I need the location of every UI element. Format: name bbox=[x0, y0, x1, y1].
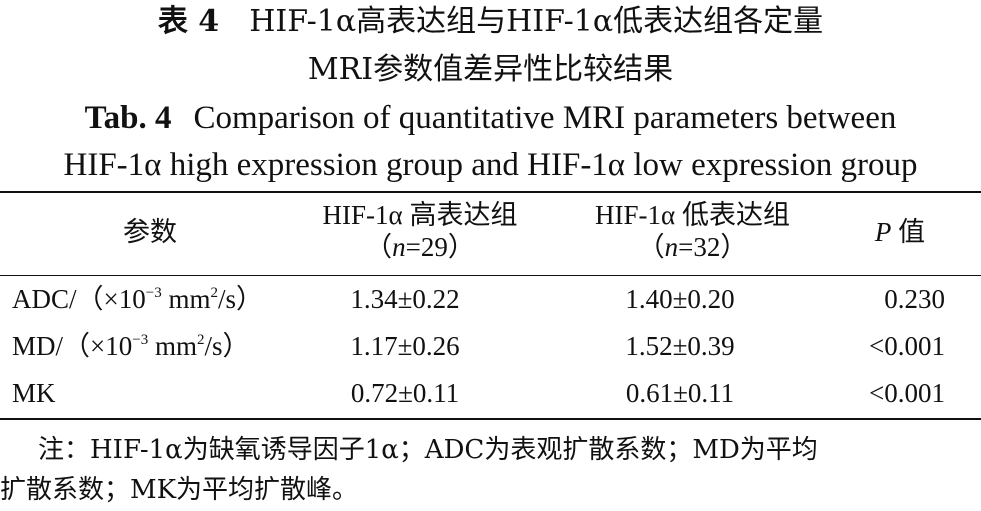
caption-en-line1: Tab. 4 Comparison of quantitative MRI par… bbox=[0, 96, 981, 140]
footnote-line1: 注：HIF-1α为缺氧诱导因子1α；ADC为表观扩散系数；MD为平均 bbox=[38, 435, 818, 465]
header-low-label: HIF-1α 低表达组 bbox=[595, 200, 790, 230]
row-mk-high: 0.72±0.11 bbox=[350, 378, 460, 408]
caption-en-line2: HIF-1α high expression group and HIF-1α … bbox=[63, 147, 918, 183]
header-param: 参数 bbox=[123, 217, 177, 247]
header-p-value: P 值 bbox=[874, 217, 926, 247]
row-mk-p: <0.001 bbox=[869, 378, 945, 408]
row-adc-p: 0.230 bbox=[884, 284, 945, 314]
caption-cn-line1: 表 4 HIF-1α高表达组与HIF-1α低表达组各定量 bbox=[0, 2, 981, 42]
row-md-p: <0.001 bbox=[869, 331, 945, 361]
header-low-group: HIF-1α 低表达组 （n=32） bbox=[560, 199, 825, 263]
row-md-param: MD/（×10−3 mm2/s） bbox=[12, 331, 250, 361]
row-mk-low: 0.61±0.11 bbox=[625, 378, 735, 408]
header-high-n: （n=29） bbox=[365, 232, 475, 262]
header-high-group: HIF-1α 高表达组 （n=29） bbox=[290, 199, 550, 263]
caption-cn-line2: MRI参数值差异性比较结果 bbox=[307, 52, 674, 87]
header-high-label: HIF-1α 高表达组 bbox=[322, 200, 518, 230]
header-low-n: （n=32） bbox=[637, 232, 748, 262]
table-bottom-rule bbox=[0, 418, 981, 420]
caption-cn-text1: HIF-1α高表达组与HIF-1α低表达组各定量 bbox=[249, 4, 824, 39]
row-md-low: 1.52±0.39 bbox=[625, 331, 735, 361]
row-md-high: 1.17±0.26 bbox=[350, 331, 460, 361]
row-adc-param: ADC/（×10−3 mm2/s） bbox=[12, 284, 263, 314]
footnote-line2: 扩散系数；MK为平均扩散峰。 bbox=[0, 475, 359, 505]
row-adc-low: 1.40±0.20 bbox=[625, 284, 735, 314]
caption-cn-table-number: 表 4 bbox=[157, 4, 220, 39]
caption-en-table-number: Tab. 4 bbox=[84, 100, 172, 136]
row-mk-param: MK bbox=[12, 378, 56, 408]
caption-en-text1: Comparison of quantitative MRI parameter… bbox=[193, 100, 897, 136]
table-footnote: 注：HIF-1α为缺氧诱导因子1α；ADC为表观扩散系数；MD为平均 扩散系数；… bbox=[0, 430, 975, 510]
row-adc-high: 1.34±0.22 bbox=[350, 284, 460, 314]
table-header-rule bbox=[0, 275, 981, 276]
table-top-rule bbox=[0, 191, 981, 193]
